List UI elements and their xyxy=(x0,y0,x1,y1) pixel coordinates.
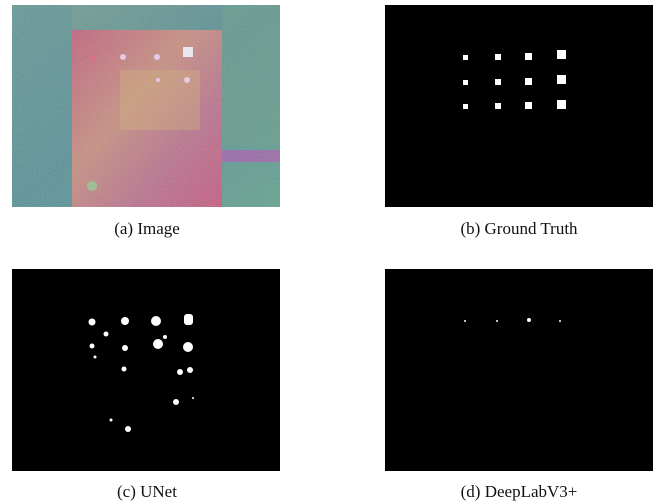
ground-truth-panel xyxy=(385,5,653,207)
caption: (b) Ground Truth xyxy=(460,219,578,238)
unet-panel xyxy=(12,269,280,471)
caption: (c) UNet xyxy=(117,482,177,501)
caption: (d) DeepLabV3+ xyxy=(461,482,578,501)
deeplab-panel xyxy=(385,269,653,471)
image-panel xyxy=(12,5,280,207)
figure: (a) Image (b) Ground Truth (c) UNet (d) … xyxy=(0,0,657,503)
caption: (a) Image xyxy=(114,219,180,238)
